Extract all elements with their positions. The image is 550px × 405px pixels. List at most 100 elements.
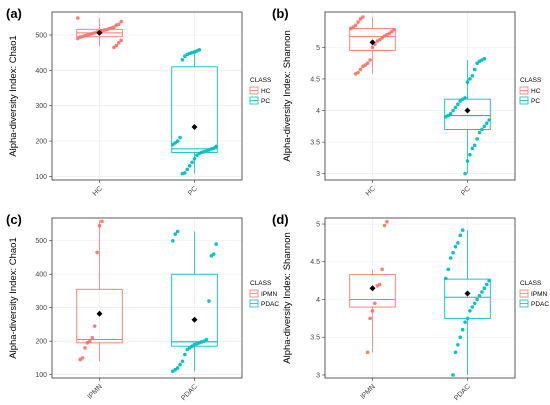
box-iqr <box>349 27 396 51</box>
panel-border <box>324 217 516 379</box>
data-point <box>365 350 370 355</box>
data-point <box>76 36 80 41</box>
legend: CLASS IPMN PDAC <box>519 280 549 308</box>
data-point <box>444 276 448 281</box>
data-point <box>460 228 465 232</box>
data-point <box>76 16 80 20</box>
data-point <box>463 171 467 176</box>
data-point <box>480 127 484 132</box>
legend-title: CLASS <box>250 77 272 84</box>
data-point <box>178 135 182 140</box>
mean-marker <box>369 285 376 292</box>
legend-label: IPMN <box>261 291 278 298</box>
data-point <box>470 73 475 78</box>
y-tick-label: 500 <box>35 32 47 39</box>
data-point <box>382 223 387 228</box>
data-point <box>114 23 119 27</box>
data-point <box>456 102 460 107</box>
panel-letter: (d) <box>272 212 289 227</box>
data-point <box>349 26 353 31</box>
panel-border <box>324 11 516 181</box>
y-tick-label: 100 <box>35 174 47 181</box>
data-point <box>119 19 123 24</box>
legend-label: PDAC <box>531 301 549 308</box>
data-point <box>460 327 465 332</box>
data-point <box>487 118 491 122</box>
data-point <box>453 105 458 110</box>
x-tick-label: IPMN <box>87 383 104 400</box>
y-tick-label: 3.5 <box>310 140 320 147</box>
box-iqr <box>76 288 123 344</box>
data-point <box>475 297 479 302</box>
data-point <box>470 146 475 151</box>
y-tick-label: 200 <box>35 339 47 346</box>
data-point <box>482 286 487 290</box>
data-point <box>368 58 372 62</box>
data-point <box>112 45 116 50</box>
y-axis-title: Alpha-diversity Index: Shannon <box>282 30 293 162</box>
data-point <box>185 167 190 172</box>
data-point <box>207 299 211 303</box>
data-point <box>487 278 491 283</box>
data-point <box>475 61 479 65</box>
legend-label: IPMN <box>531 291 548 298</box>
y-tick-label: 4.5 <box>310 76 320 83</box>
data-point <box>472 301 477 306</box>
data-point <box>171 142 175 147</box>
box-iqr <box>444 98 491 130</box>
data-point <box>78 357 83 362</box>
data-point <box>180 359 185 364</box>
panel-letter: (c) <box>6 212 22 227</box>
y-tick-label: 300 <box>35 103 47 110</box>
data-point <box>392 27 396 32</box>
data-point <box>116 40 121 45</box>
legend: CLASS HC PC <box>249 77 272 105</box>
y-tick-label: 400 <box>35 272 47 279</box>
data-point <box>353 72 358 76</box>
x-tick-label: PDAC <box>453 383 472 402</box>
legend-label: HC <box>261 88 271 95</box>
data-point <box>380 267 384 272</box>
y-axis-title: Alpha-diversity Index: Chao1 <box>8 35 19 156</box>
y-tick-label: 100 <box>35 372 47 379</box>
legend-label: PC <box>531 98 540 105</box>
data-point <box>100 219 104 224</box>
data-point <box>465 159 470 163</box>
legend-label: PC <box>261 98 270 105</box>
data-point <box>358 67 363 72</box>
mean-marker <box>96 29 103 36</box>
y-tick-label: 4 <box>316 297 320 304</box>
data-point <box>356 20 360 24</box>
data-point <box>178 362 182 367</box>
y-tick-label: 200 <box>35 138 47 145</box>
data-point <box>451 373 455 377</box>
data-point <box>171 238 175 243</box>
data-point <box>385 219 389 224</box>
data-point <box>484 121 489 125</box>
legend-title: CLASS <box>250 280 272 287</box>
data-point <box>484 282 489 287</box>
chart-panel-1: (a) 100 200 300 400 500 Alpha-diversity Index:… <box>6 6 272 198</box>
data-point <box>448 256 453 260</box>
data-point <box>482 124 487 129</box>
data-point <box>475 137 479 141</box>
y-tick-label: 4.5 <box>310 259 320 266</box>
chart-panel-3: (c) 100 200 300 400 500 Alpha-diversity Index:… <box>6 212 279 402</box>
data-point <box>472 67 477 72</box>
mean-marker <box>464 107 471 114</box>
data-point <box>368 316 372 321</box>
data-point <box>389 29 394 34</box>
data-point <box>365 61 370 65</box>
x-tick-label: PC <box>460 185 472 197</box>
data-point <box>468 152 472 157</box>
data-point <box>183 54 187 59</box>
mean-marker <box>191 316 198 323</box>
data-point <box>375 284 380 288</box>
data-point <box>119 38 123 43</box>
y-axis-title: Alpha-diversity Index: Shannon <box>282 232 293 364</box>
legend-label: PDAC <box>261 301 279 308</box>
data-point <box>458 335 463 340</box>
data-point <box>453 350 458 355</box>
data-point <box>171 369 175 374</box>
chart-panel-4: (d) 3 3.5 4 4.5 5 Alpha-diversity Index: Shann… <box>272 212 549 402</box>
